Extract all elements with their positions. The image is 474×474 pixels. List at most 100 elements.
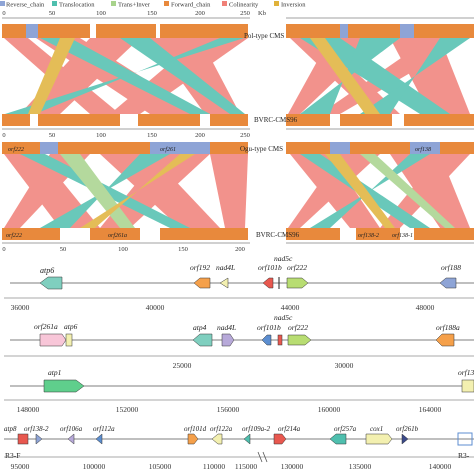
genome-label-ogu: Ogu-type CMS [240, 145, 283, 153]
gene-arrow-orf188 [439, 277, 457, 289]
ribbon [80, 154, 195, 228]
gene-label-atp8: atp8 [4, 425, 17, 433]
ribbon [5, 38, 244, 114]
gene-label-orf109a-2: orf109a-2 [242, 425, 271, 433]
tick-label: 50 [60, 246, 67, 253]
tick-label: 0 [2, 10, 5, 17]
gene-label-orf222: orf222 [288, 323, 308, 332]
chromosome-bar-pol-left [2, 24, 248, 38]
gene-label-orf261a: orf261a [108, 232, 127, 239]
tick-label: 105000 [149, 462, 172, 471]
gene-arrow-orf106a [67, 433, 75, 445]
gene-arrow-orf261b [401, 433, 409, 445]
gene-label-orf257a: orf257a [334, 425, 357, 433]
legend-item-reverse-chain: Reverse_chain [0, 1, 45, 9]
synteny-ribbons-right [288, 154, 470, 228]
gene-arrow-orf13 [461, 379, 474, 393]
tick-label: 25000 [173, 361, 192, 370]
synteny-ribbons-right [288, 38, 470, 114]
legend-item-colinearity: Colinearity [222, 1, 259, 9]
ribbon [100, 154, 210, 228]
gene-arrow-atp1 [43, 379, 85, 393]
tick-label: 140000 [429, 462, 452, 471]
gene-label-nad5c: nad5c [274, 254, 293, 263]
gene-label-orf101d: orf101d [184, 425, 207, 433]
gene-label-orf188: orf188 [441, 263, 461, 272]
gene-label-orf138: orf138 [415, 146, 431, 153]
gap-segment [330, 114, 340, 126]
unit-label: Kb [258, 10, 266, 17]
legend: Reverse_chain Translocation Trans+Inver … [0, 1, 306, 9]
gene-arrow-orf112a [95, 433, 103, 445]
gene-label-orf138-2: orf138-2 [24, 425, 49, 433]
legend-label: Colinearity [229, 2, 259, 9]
tick-label: 200 [195, 10, 205, 17]
gene-label-nad4L: nad4L [217, 323, 236, 332]
tick-label: 150 [147, 10, 157, 17]
axis-break [257, 451, 268, 463]
gap-segment [200, 114, 210, 126]
gene-arrow-orf214a [273, 433, 287, 445]
gene-label-orf122a: orf122a [210, 425, 233, 433]
gap-segment [90, 24, 96, 38]
ribbon [325, 154, 395, 228]
legend-swatch [111, 1, 116, 6]
tick-label: 110000 [203, 462, 225, 471]
synteny-panel-pol: 0 50 100 150 200 250 Kb [2, 10, 474, 139]
chromosome-bar-bvrc-right-2 [286, 228, 474, 240]
tick-label: 135000 [349, 462, 372, 471]
reverse-segment [40, 142, 58, 154]
tick-label: 250 [240, 132, 250, 139]
gene-track-1: atp6 orf192 nad4L orf101b nad5c orf222 o… [4, 254, 474, 312]
ribbon [120, 38, 245, 114]
gene-label-cox1: cox1 [370, 425, 383, 433]
gene-arrow-orf192 [193, 277, 211, 289]
gene-label-orf101b: orf101b [257, 323, 281, 332]
tick-label: 50 [49, 10, 56, 17]
gene-mark-nad5c [277, 334, 283, 346]
chromosome-bar-pol-right [286, 24, 474, 38]
tick-label: 160000 [318, 405, 341, 414]
gene-arrow-cox1 [365, 433, 393, 445]
ribbon [310, 154, 430, 228]
region-box [457, 432, 473, 446]
gene-label-atp6: atp6 [40, 266, 54, 275]
genome-label-bvrc: BVRC-CMS96 [254, 116, 298, 124]
legend-label: Translocation [59, 2, 95, 9]
gene-label-orf222: orf222 [287, 263, 307, 272]
gene-arrow-orf138-2 [35, 433, 43, 445]
gene-arrow-orf261a [39, 333, 67, 347]
gene-label-atp4: atp4 [193, 323, 207, 332]
tick-label: 0 [2, 132, 5, 139]
tick-label: 150 [178, 246, 188, 253]
genome-label-pol: Pol-type CMS [244, 32, 284, 40]
tick-label: 30000 [335, 361, 354, 370]
tick-label: 48000 [416, 303, 435, 312]
ribbon [310, 38, 380, 114]
gap-segment [400, 228, 414, 240]
gene-arrow-atp4 [192, 333, 213, 347]
gene-label-orf138-1: orf138-1 [392, 232, 413, 239]
gene-label-orf13: orf13 [458, 368, 474, 377]
region-label-r3f: R3-F [5, 451, 20, 460]
gene-label-orf261: orf261 [160, 146, 176, 153]
legend-item-translocation: Translocation [52, 1, 95, 9]
gene-arrow-orf101b [261, 334, 272, 346]
chromosome-bar-ogu-right [286, 142, 474, 154]
legend-label: Forward_chain [171, 2, 211, 9]
legend-item-forward-chain: Forward_chain [164, 1, 211, 9]
gap-segment [140, 228, 160, 240]
tick-label: 164000 [419, 405, 442, 414]
gene-arrow-orf109a-2 [243, 433, 251, 445]
gene-label-orf138-2: orf138-2 [358, 232, 379, 239]
legend-swatch [52, 1, 57, 6]
synteny-panel-ogu: orf222 orf261 orf138 orf222 orf261a orf1… [2, 142, 474, 253]
gene-label-atp6: atp6 [64, 322, 78, 331]
tick-label: 50 [49, 132, 56, 139]
chromosome-bar-ogu-left [2, 142, 248, 154]
gene-track-3: atp1 orf13 148000 152000 156000 160000 1… [4, 368, 474, 414]
gene-label-orf222: orf222 [6, 232, 22, 239]
gap-segment [392, 114, 404, 126]
gene-arrow-orf101b [262, 277, 274, 289]
